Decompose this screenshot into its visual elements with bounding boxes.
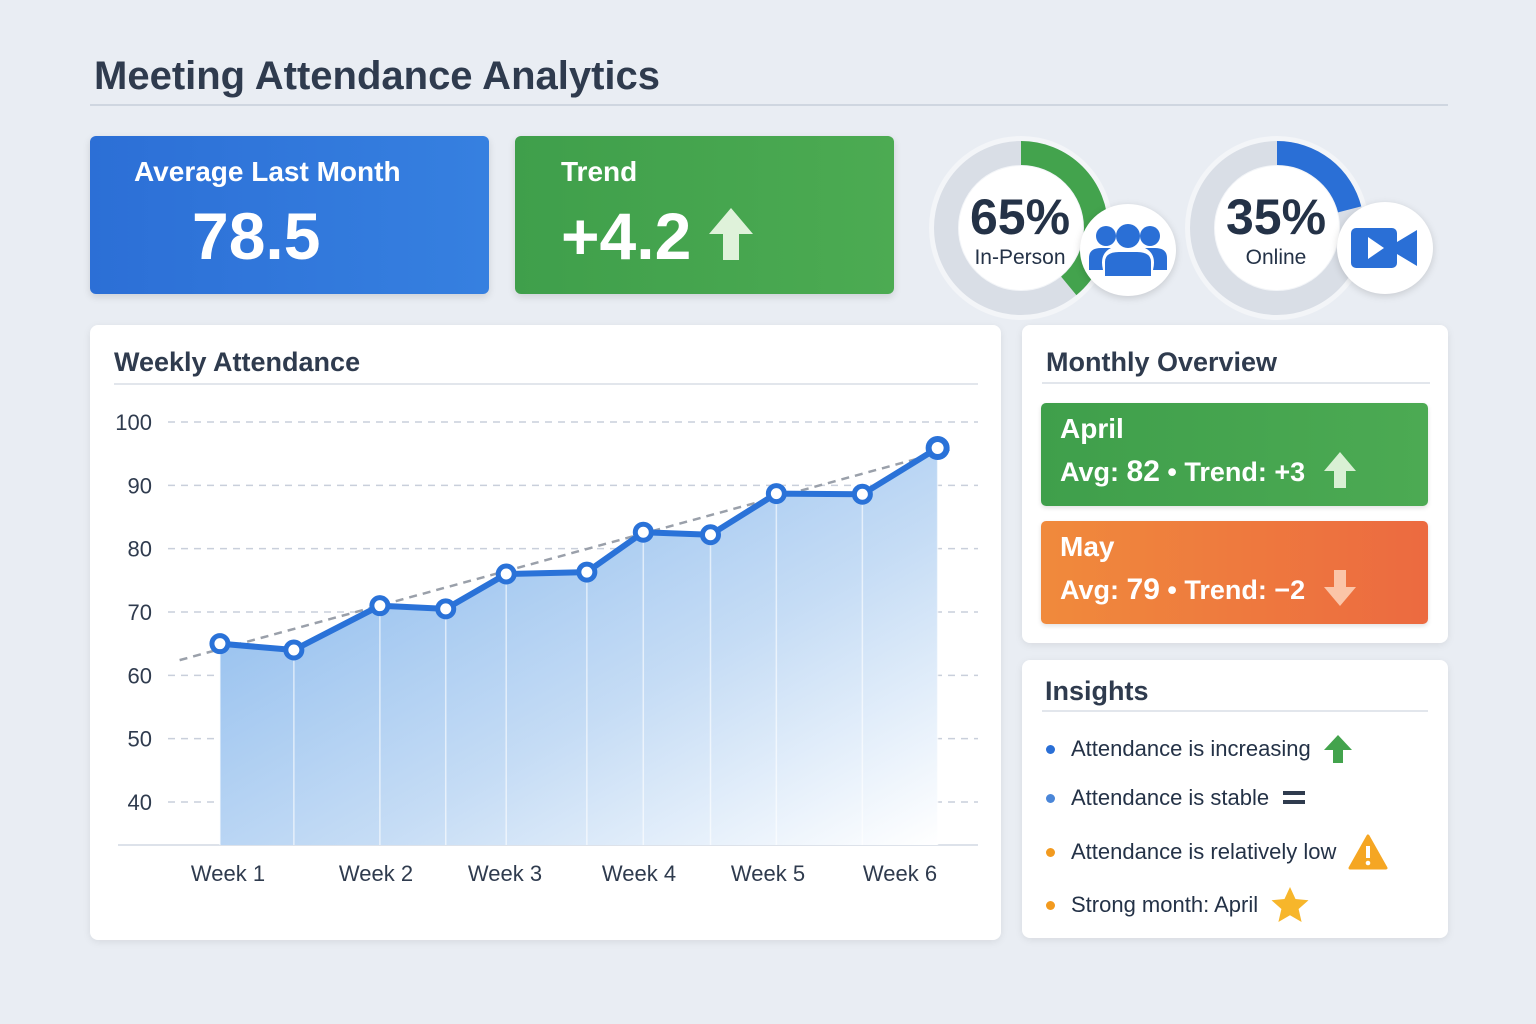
y-tick-label: 90 [128,473,152,498]
in-person-label: In-Person [974,246,1066,269]
month-may: May Avg: 79 • Trend: −2 [1041,521,1428,624]
month-stats: Avg: 82 • Trend: +3 [1060,455,1305,489]
data-point [925,435,950,460]
trend-label: Trend [561,156,638,187]
insight-item: Strong month: April [1046,886,1310,924]
in-person-icon-badge [1080,204,1176,296]
average-kpi-card: Average Last Month 78.5 [90,136,489,294]
y-tick-label: 40 [128,790,152,815]
trend-line [179,448,951,662]
people-group-icon [1089,224,1167,276]
data-point [765,483,787,505]
insight-item: Attendance is relatively low [1046,834,1388,870]
average-label: Average Last Month [134,156,401,187]
insight-text: Attendance is increasing [1071,736,1311,761]
insights-card: Insights Attendance is increasing Attend… [1022,660,1448,938]
insight-text: Strong month: April [1071,892,1259,917]
online-label: Online [1245,246,1307,269]
trend-label: Trend: [1184,575,1267,605]
insights-title: Insights [1045,676,1149,706]
trend-kpi-card: Trend +4.2 [515,136,894,294]
arrow-up-icon [1324,452,1356,488]
x-tick-label: Week 5 [731,861,805,886]
chart-title: Weekly Attendance [114,347,361,377]
x-tick-label: Week 1 [191,861,265,886]
average-value: 78.5 [192,199,321,273]
weekly-attendance-chart: 100 90 80 70 60 50 40 Week 1 Week 2 Week 3 Week 4 W… [115,410,978,886]
data-point [851,483,873,505]
avg-label: Avg: [1060,457,1119,487]
x-tick-label: Week 2 [339,861,413,886]
y-tick-label: 100 [115,410,152,435]
online-arc [1190,141,1364,315]
data-point [209,633,231,655]
data-point [576,561,598,583]
insight-text: Attendance is relatively low [1071,839,1337,864]
x-tick-label: Week 3 [468,861,542,886]
area-fill [219,447,938,845]
video-camera-icon [1351,228,1417,268]
separator: • [1167,575,1177,605]
month-april: April Avg: 82 • Trend: +3 [1041,403,1428,506]
star-icon [1271,887,1309,922]
y-tick-label: 60 [128,663,152,688]
y-tick-label: 70 [128,600,152,625]
online-percent: 35% [1225,189,1327,245]
data-point [369,595,391,617]
warning-icon [1348,834,1388,870]
separator: • [1167,457,1177,487]
arrow-down-icon [1324,570,1356,606]
equals-icon [1283,791,1306,804]
weekly-attendance-card: Weekly Attendance 100 90 80 70 60 50 40 Week 1 W… [90,325,1001,940]
arrow-up-icon [709,208,753,260]
trend-value: +4.2 [561,199,692,273]
month-name: April [1060,413,1124,444]
y-tick-label: 50 [128,727,152,752]
trend-value: +3 [1274,457,1306,487]
y-tick-label: 80 [128,537,152,562]
month-stats: Avg: 79 • Trend: −2 [1060,573,1305,607]
data-point [699,524,721,546]
data-point [283,639,305,661]
insight-item: Attendance is stable [1046,785,1309,811]
trend-label: Trend: [1184,457,1267,487]
month-name: May [1060,531,1115,562]
title-divider [90,104,1448,106]
online-icon-badge [1337,202,1433,294]
data-point [495,563,517,585]
online-donut [1185,136,1369,320]
insight-item: Attendance is increasing [1046,734,1353,764]
trend-value: −2 [1274,575,1306,605]
x-tick-label: Week 6 [863,861,937,886]
avg-value: 79 [1126,573,1160,606]
monthly-title: Monthly Overview [1046,347,1278,377]
arrow-up-icon [1323,735,1352,763]
data-point [632,521,654,543]
avg-value: 82 [1126,455,1160,488]
insight-text: Attendance is stable [1071,785,1270,810]
in-person-percent: 65% [969,189,1071,245]
x-tick-label: Week 4 [602,861,676,886]
monthly-overview-card: Monthly Overview April Avg: 82 • Trend: … [1022,325,1448,643]
page-title: Meeting Attendance Analytics [94,54,661,98]
avg-label: Avg: [1060,575,1119,605]
data-point [435,598,457,620]
